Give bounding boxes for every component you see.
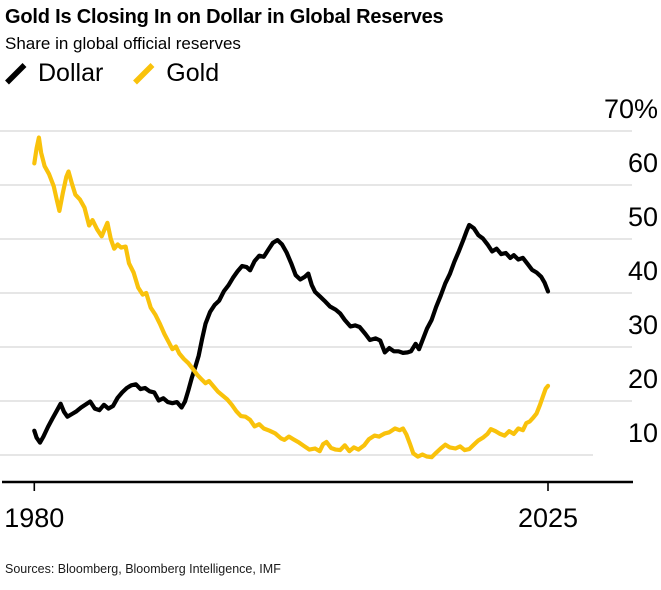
y-axis-label: 70% (604, 95, 658, 124)
legend-item-dollar: Dollar (3, 59, 103, 88)
gold-series-swatch-icon (133, 62, 155, 84)
x-axis-label: 2025 (518, 503, 578, 533)
source-note: Sources: Bloomberg, Bloomberg Intelligen… (5, 562, 281, 576)
legend-label-gold: Gold (166, 59, 220, 87)
chart-subtitle: Share in global official reserves (5, 34, 241, 53)
y-axis-label: 60 (628, 148, 658, 178)
series-line-dollar (32, 222, 551, 445)
y-axis-label: 30 (628, 310, 658, 340)
reserves-line-chart: 70% 60 50 40 30 20 10 1980 2025 (0, 95, 658, 533)
legend: Dollar Gold (3, 59, 219, 88)
dollar-series-swatch-icon (5, 62, 27, 84)
series-line-gold (32, 135, 551, 460)
legend-item-gold: Gold (131, 59, 219, 88)
y-axis-label: 10 (628, 418, 658, 448)
chart-title: Gold Is Closing In on Dollar in Global R… (5, 6, 444, 28)
y-axis-label: 40 (628, 256, 658, 286)
legend-label-dollar: Dollar (38, 59, 104, 87)
x-axis-label: 1980 (4, 503, 64, 533)
y-axis-label: 50 (628, 202, 658, 232)
y-axis-label: 20 (628, 364, 658, 394)
